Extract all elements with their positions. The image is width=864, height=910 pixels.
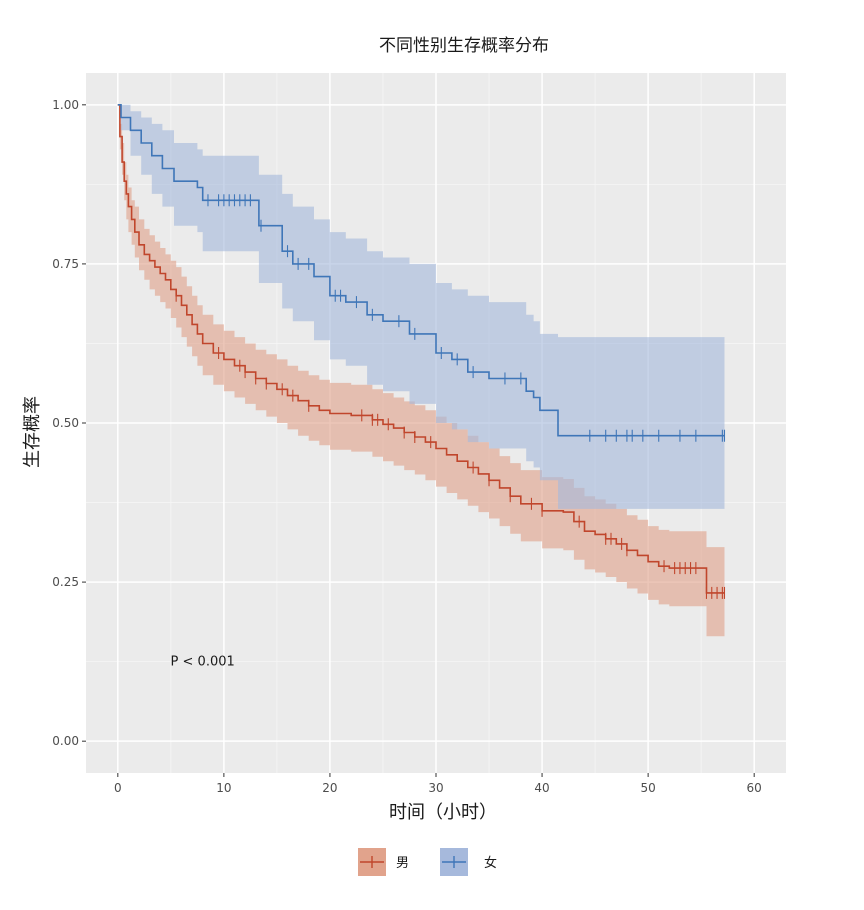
- y-tick-label: 1.00: [52, 98, 79, 112]
- y-tick-label: 0.50: [52, 416, 79, 430]
- x-tick-label: 20: [322, 781, 337, 795]
- y-tick-label: 0.75: [52, 257, 79, 271]
- x-tick-label: 10: [216, 781, 231, 795]
- x-axis-ticks: 0 10 20 30 40 50 60: [114, 773, 762, 795]
- male-survival-curve: [117, 104, 725, 594]
- legend-key-female: 女: [440, 848, 497, 876]
- x-tick-label: 40: [534, 781, 549, 795]
- legend-male-label: 男: [396, 856, 409, 871]
- legend: 男 女: [358, 848, 497, 876]
- x-axis-title: 时间（小时）: [389, 802, 497, 823]
- female-survival-curve: [117, 104, 725, 437]
- y-axis-ticks: 0.00 0.25 0.50 0.75 1.00: [52, 98, 86, 748]
- x-tick-label: 30: [428, 781, 443, 795]
- survival-curves: [117, 104, 725, 594]
- x-tick-label: 0: [114, 781, 122, 795]
- y-axis-title: 生存概率: [22, 396, 43, 468]
- censor-marks: [175, 194, 726, 599]
- legend-key-male: 男: [358, 848, 409, 876]
- female-confidence-band: [117, 104, 725, 509]
- y-tick-label: 0.25: [52, 575, 79, 589]
- y-tick-label: 0.00: [52, 734, 79, 748]
- confidence-bands: [117, 104, 725, 637]
- chart-title: 不同性别生存概率分布: [379, 36, 549, 56]
- legend-female-label: 女: [484, 855, 497, 871]
- x-tick-label: 60: [747, 781, 762, 795]
- x-tick-label: 50: [640, 781, 655, 795]
- p-value-annotation: P < 0.001: [171, 655, 235, 670]
